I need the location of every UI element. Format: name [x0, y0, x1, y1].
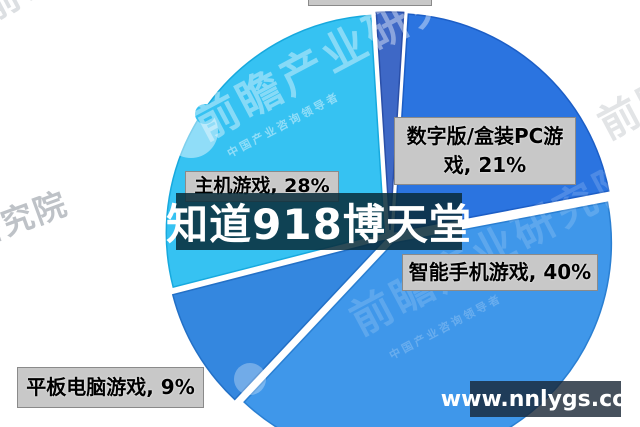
slice-label-tablet-games: 平板电脑游戏, 9% — [17, 367, 204, 408]
pie-slice-0 — [375, 11, 405, 231]
slice-label-pc-games: 数字版/盒装PC游戏, 21% — [394, 117, 576, 185]
pie-slice-3 — [171, 239, 387, 401]
watermark-logo-icon — [542, 23, 590, 71]
website-url-stamp: www.nnlygs.com — [441, 381, 640, 417]
overlay-caption: 知道918博天堂 — [166, 193, 471, 250]
slice-label-smartphone-games: 智能手机游戏, 40% — [402, 254, 598, 291]
watermark-logo-icon — [234, 363, 266, 395]
watermark-logo-notch — [195, 104, 215, 124]
slice-label-cutoff — [308, 0, 432, 6]
